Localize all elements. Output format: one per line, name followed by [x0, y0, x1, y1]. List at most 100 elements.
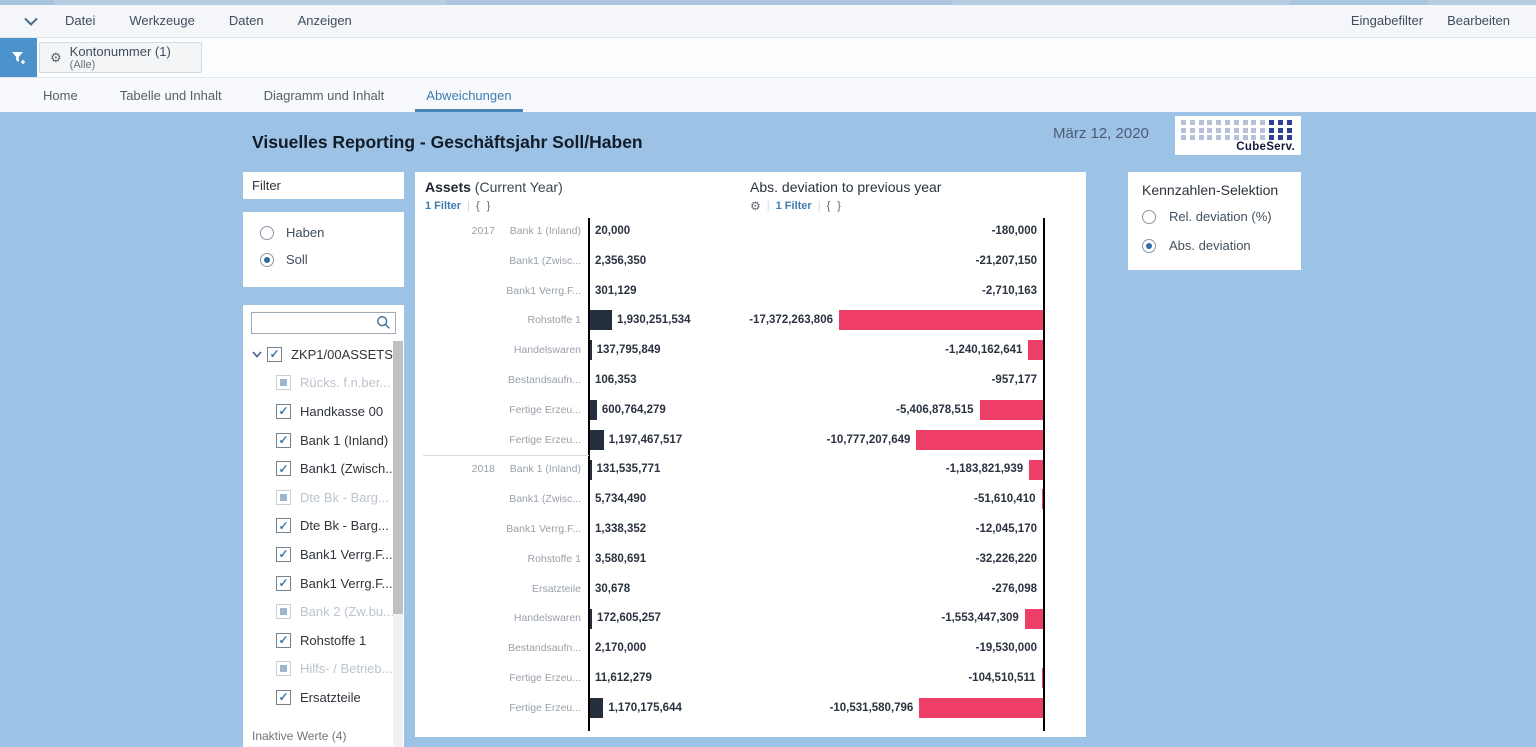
- list-item-r-cks-f-n-ber[interactable]: Rücks. f.n.ber...: [243, 369, 404, 398]
- gear-icon[interactable]: ⚙: [750, 199, 761, 213]
- deviation-bar[interactable]: [979, 399, 1043, 420]
- row-dim-label: Rohstoffe 1: [527, 552, 581, 565]
- radio-rel-deviation[interactable]: Rel. deviation (%): [1142, 209, 1301, 224]
- list-item-bank1-verrg-f[interactable]: Bank1 Verrg.F...: [243, 569, 404, 598]
- search-input[interactable]: [251, 312, 396, 334]
- logo-square: [1277, 120, 1283, 125]
- search-icon[interactable]: [376, 315, 391, 335]
- deviation-value: -276,098: [991, 582, 1037, 595]
- current-bar[interactable]: [590, 310, 612, 331]
- menu-item-datei[interactable]: Datei: [65, 13, 96, 28]
- row-dim-label: Fertige Erzeu...: [509, 701, 581, 714]
- logo-text: CubeServ.: [1236, 141, 1295, 153]
- checkbox[interactable]: [276, 375, 291, 391]
- tab-abweichungen[interactable]: Abweichungen: [405, 78, 532, 112]
- menu-item-daten[interactable]: Daten: [228, 13, 264, 28]
- current-value: 3,580,691: [595, 552, 647, 565]
- checkbox[interactable]: [276, 461, 291, 477]
- tab-home[interactable]: Home: [43, 87, 78, 103]
- current-value: 2,356,350: [595, 254, 647, 267]
- scrollbar-thumb[interactable]: [393, 341, 403, 614]
- radio-icon: [1142, 238, 1156, 253]
- checkbox[interactable]: [276, 403, 291, 419]
- braces-icon[interactable]: { }: [826, 200, 843, 212]
- chart-row: Ersatzteile 30,678 -276,098: [415, 574, 1086, 604]
- deviation-bar[interactable]: [1024, 608, 1043, 629]
- current-bar[interactable]: [590, 429, 604, 450]
- list-item-label: Ersatzteile: [300, 689, 361, 705]
- cubeserv-logo: CubeServ.: [1175, 116, 1301, 155]
- list-item-label: Bank 2 (Zw.bu...: [300, 604, 394, 620]
- checkbox[interactable]: [276, 632, 291, 648]
- left-filter-link[interactable]: 1 Filter: [425, 200, 462, 212]
- deviation-value: -957,177: [991, 373, 1037, 386]
- menu-item-bearbeiten[interactable]: Bearbeiten: [1447, 13, 1510, 28]
- radio-label: Haben: [286, 225, 325, 240]
- inactive-values-label[interactable]: Inaktive Werte (4): [252, 729, 347, 743]
- tab-diagramm-und-inhalt[interactable]: Diagramm und Inhalt: [263, 87, 385, 103]
- deviation-bar[interactable]: [919, 698, 1043, 718]
- checkbox[interactable]: [276, 546, 291, 562]
- list-item-bank-1-inland[interactable]: Bank 1 (Inland): [243, 426, 404, 455]
- braces-icon[interactable]: { }: [475, 200, 493, 212]
- logo-square: [1198, 120, 1204, 125]
- list-item-label: Bank 1 (Inland): [300, 432, 389, 448]
- menu-item-werkzeuge[interactable]: Werkzeuge: [129, 13, 195, 28]
- logo-square: [1189, 127, 1195, 133]
- current-value: 1,170,175,644: [608, 701, 682, 714]
- list-item-bank-2-zw-bu[interactable]: Bank 2 (Zw.bu...: [243, 597, 404, 626]
- radio-soll[interactable]: Soll: [260, 252, 404, 267]
- current-value: 5,734,490: [595, 493, 647, 506]
- tree-root-item[interactable]: ZKP1/00ASSETS: [243, 340, 404, 369]
- checkbox[interactable]: [276, 661, 291, 677]
- radio-haben[interactable]: Haben: [260, 225, 404, 240]
- list-item-handkasse-00[interactable]: Handkasse 00: [243, 397, 404, 426]
- tab-bar: Home Tabelle und Inhalt Diagramm und Inhal…: [0, 78, 1536, 112]
- menu-item-anzeigen[interactable]: Anzeigen: [297, 13, 352, 28]
- logo-square: [1224, 127, 1230, 133]
- list-item-label: Bank1 Verrg.F...: [300, 575, 393, 591]
- current-bar[interactable]: [590, 608, 592, 629]
- filter-chip-kontonummer[interactable]: ⚙ Kontonummer (1) (Alle): [39, 42, 202, 73]
- current-bar[interactable]: [590, 459, 592, 480]
- scrollbar-track[interactable]: [393, 341, 403, 747]
- list-item-dte-bk-barg[interactable]: Dte Bk - Barg...: [243, 512, 404, 541]
- checkbox[interactable]: [276, 518, 291, 534]
- collapse-menu-chevron-icon[interactable]: [14, 17, 48, 26]
- chart-row: Bestandsaufn... 106,353 -957,177: [415, 365, 1086, 395]
- dimension-cube-icon: ⚙: [50, 50, 62, 65]
- checkbox[interactable]: [276, 489, 291, 505]
- list-item-dte-bk-barg[interactable]: Dte Bk - Barg...: [243, 483, 404, 512]
- list-item-hilfs-betrieb[interactable]: Hilfs- / Betrieb...: [243, 655, 404, 684]
- deviation-bar[interactable]: [1028, 340, 1043, 361]
- deviation-value: -1,183,821,939: [945, 463, 1024, 476]
- menu-item-eingabefilter[interactable]: Eingabefilter: [1350, 13, 1424, 28]
- current-bar[interactable]: [590, 399, 597, 420]
- list-item-bank1-verrg-f[interactable]: Bank1 Verrg.F...: [243, 540, 404, 569]
- chevron-down-icon[interactable]: [252, 351, 262, 358]
- checkbox[interactable]: [276, 575, 291, 591]
- list-item-bank1-zwisch[interactable]: Bank1 (Zwisch...: [243, 454, 404, 483]
- tab-tabelle-und-inhalt[interactable]: Tabelle und Inhalt: [119, 87, 222, 103]
- right-filter-link[interactable]: 1 Filter: [775, 200, 812, 212]
- logo-square: [1268, 120, 1274, 125]
- deviation-bar[interactable]: [916, 429, 1043, 450]
- deviation-bar[interactable]: [1029, 459, 1043, 480]
- checkbox[interactable]: [276, 432, 291, 448]
- radio-abs-deviation[interactable]: Abs. deviation: [1142, 238, 1301, 253]
- row-year-label: 2018: [471, 463, 495, 476]
- chart-row: Fertige Erzeu... 600,764,279 -5,406,878,51…: [415, 395, 1086, 425]
- current-value: 172,605,257: [596, 612, 661, 625]
- list-item-ersatzteile[interactable]: Ersatzteile: [243, 683, 404, 712]
- deviation-bar[interactable]: [839, 310, 1043, 331]
- deviation-bar[interactable]: [1041, 489, 1043, 510]
- checkbox[interactable]: [267, 346, 282, 362]
- current-bar[interactable]: [590, 340, 592, 361]
- chart-row: Bank1 Verrg.F... 1,338,352 -12,045,170: [415, 514, 1086, 544]
- deviation-bar[interactable]: [1041, 668, 1043, 689]
- add-filter-button[interactable]: [0, 38, 37, 77]
- checkbox[interactable]: [276, 604, 291, 620]
- current-bar[interactable]: [590, 698, 604, 718]
- checkbox[interactable]: [276, 689, 291, 705]
- list-item-rohstoffe-1[interactable]: Rohstoffe 1: [243, 626, 404, 655]
